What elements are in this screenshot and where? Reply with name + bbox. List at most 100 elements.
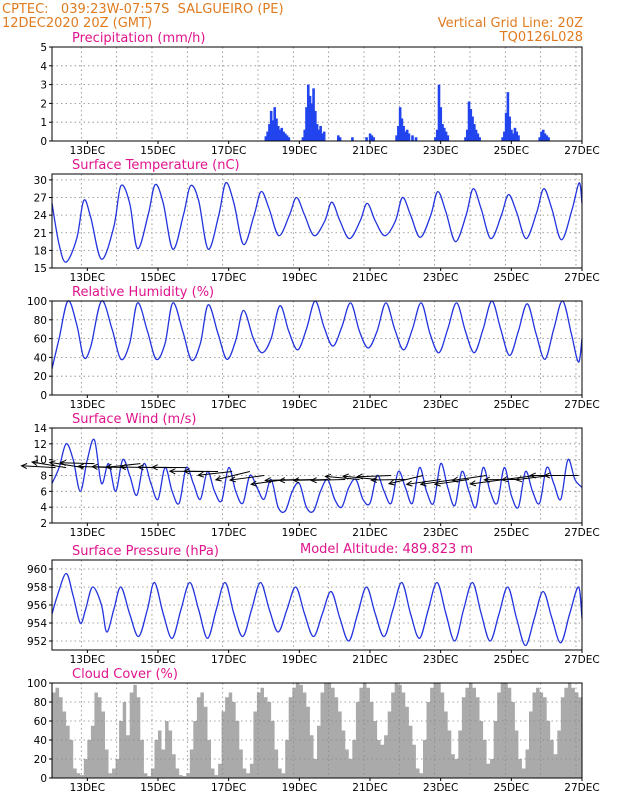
precip-bar (338, 137, 342, 141)
precip-bar (441, 124, 444, 141)
wind-vector-shaft (198, 471, 233, 476)
precip-ytick-label: 4 (40, 61, 47, 73)
cloud-area (52, 683, 582, 778)
wind-vector-head (119, 464, 127, 471)
wind-vector-shaft (21, 465, 56, 469)
precip-bar (365, 137, 368, 141)
wind-vector-head (264, 477, 271, 484)
cloud-xtick-label: 23DEC (423, 782, 458, 794)
precip-bar (443, 127, 446, 141)
temp-xtick-label: 17DEC (211, 272, 246, 284)
precip-bar (435, 129, 439, 141)
precip-bar (368, 133, 372, 141)
precip-bar (434, 137, 437, 141)
wind-ytick-label: 12 (34, 439, 47, 451)
wind-vector-shaft (452, 475, 487, 481)
header-datetime: 12DEC2020 20Z (GMT) (2, 16, 152, 31)
cloud-ytick-label: 80 (34, 697, 47, 709)
wind-ytick-label: 14 (34, 423, 48, 435)
rh-ytick-label: 40 (34, 352, 47, 364)
press-xtick-label: 15DEC (140, 654, 175, 666)
wind-vector-head (483, 476, 491, 483)
wind-vector-shaft (371, 478, 406, 481)
press-ytick-label: 956 (27, 600, 47, 612)
wind-vector-shaft (325, 475, 360, 480)
wind-vector-head (387, 479, 396, 486)
wind-vector-head (182, 468, 190, 475)
wind-vector (59, 459, 95, 466)
precip-bar (402, 125, 405, 141)
precip-bar (308, 95, 312, 141)
rh-xtick-label: 15DEC (140, 399, 175, 411)
precip-ytick-label: 3 (40, 80, 47, 92)
precip-bar (266, 131, 269, 141)
rh-xtick-label: 23DEC (423, 399, 458, 411)
cloud-xtick-label: 21DEC (352, 782, 387, 794)
precip-bar (513, 127, 517, 141)
rh-xtick-label: 27DEC (564, 399, 599, 411)
precip-xtick-label: 27DEC (564, 145, 599, 157)
wind-xtick-label: 25DEC (494, 527, 529, 539)
wind-vector-head (136, 464, 144, 471)
header-station: CPTEC: 039:23W-07:57S SALGUEIRO (PE) (2, 2, 284, 17)
rh-ytick-label: 80 (34, 315, 47, 327)
precip-bar (397, 125, 400, 141)
precip-bar (322, 131, 326, 141)
precip-bar (271, 120, 275, 141)
precip-panel: Precipitation (mm/h) 0 1 2 3 4 5 13DEC 15DEC 17DE… (40, 31, 599, 157)
wind-vector-shaft (388, 475, 424, 485)
rh-title: Relative Humidity (%) (72, 285, 214, 300)
wind-vector-shaft (60, 462, 95, 465)
header-model: TQ0126L028 (499, 30, 583, 45)
wind-vector-head (48, 460, 56, 467)
precip-bar (510, 129, 513, 141)
wind-vector (387, 475, 424, 486)
wind-vector-head (197, 471, 205, 478)
wind-vector (197, 471, 233, 478)
precip-bar (351, 137, 354, 141)
press-xtick-label: 21DEC (352, 654, 387, 666)
precip-bar (411, 135, 414, 141)
precip-bar (444, 131, 448, 141)
wind-xtick-label: 17DEC (211, 527, 246, 539)
precip-bar (276, 125, 280, 141)
precip-xtick-label: 19DEC (282, 145, 317, 157)
cloud-xtick-label: 19DEC (282, 782, 317, 794)
wind-vector-head (515, 476, 523, 483)
precip-bar (314, 110, 317, 141)
rh-panel: Relative Humidity (%) 0 20 40 60 80 100 13DEC 15… (27, 285, 600, 411)
precip-bar (395, 135, 398, 141)
precip-bar (437, 84, 441, 141)
precip-bar (464, 137, 467, 141)
wind-vector (451, 475, 487, 483)
precip-bar (284, 133, 287, 141)
precip-bar (305, 107, 308, 141)
precip-ytick-label: 5 (40, 42, 47, 54)
press-xtick-label: 25DEC (494, 654, 529, 666)
rh-frame (51, 300, 583, 396)
wind-vector-shaft (470, 478, 505, 485)
cloud-ytick-label: 60 (34, 716, 47, 728)
rh-xtick-label: 21DEC (352, 399, 387, 411)
precip-bar (400, 118, 404, 141)
cloud-ytick-label: 20 (34, 754, 47, 766)
cloud-frame (51, 682, 583, 779)
temp-title: Surface Temperature (nC) (72, 158, 240, 173)
wind-vector-shaft (357, 475, 392, 478)
precip-bar (414, 137, 418, 141)
temp-xtick-label: 27DEC (564, 272, 599, 284)
temp-ytick-label: 18 (34, 245, 47, 257)
temp-xtick-label: 13DEC (70, 272, 105, 284)
precip-bar (465, 129, 469, 141)
precip-bar (547, 137, 550, 141)
precip-bar (538, 137, 541, 141)
wind-vector-head (405, 480, 413, 487)
precip-bar (280, 127, 284, 141)
wind-vector (370, 476, 406, 484)
wind-vector-head (30, 459, 39, 467)
wind-vector (228, 475, 265, 483)
precip-bar (321, 133, 324, 141)
precip-bar (478, 137, 481, 141)
temp-xtick-label: 19DEC (282, 272, 317, 284)
